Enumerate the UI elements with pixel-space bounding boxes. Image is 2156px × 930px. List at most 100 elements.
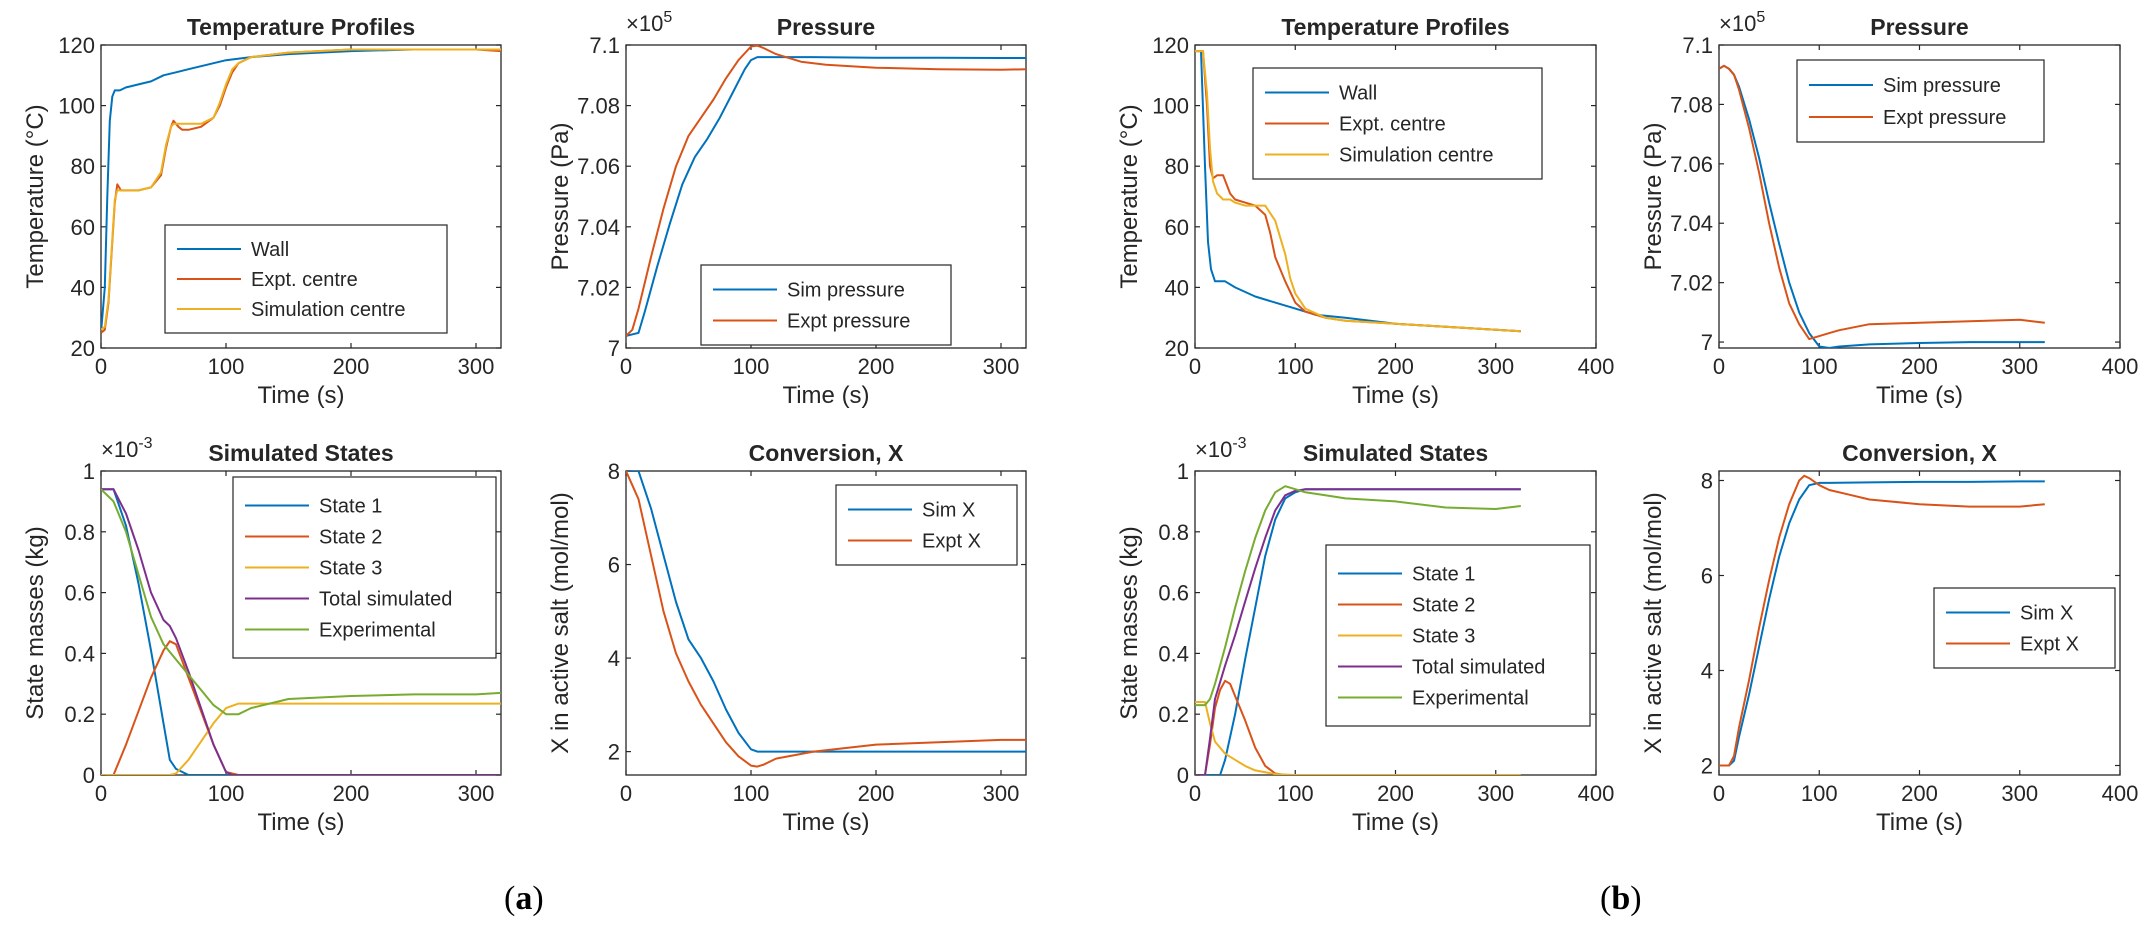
chart-b-pres-ytick-label-1: 7.02 (1670, 271, 1713, 296)
chart-b-temp-ylabel: Temperature (°C) (1116, 104, 1143, 288)
chart-a-conv-series-1 (626, 471, 1026, 753)
chart-b-conv-ytick-label-0: 2 (1701, 754, 1713, 779)
chart-b-pres-ytick-label-3: 7.06 (1670, 152, 1713, 177)
chart-a-temp-ylabel: Temperature (°C) (22, 104, 49, 288)
chart-a-conv: 0 100 200 300 2 4 6 8 Conversion, X Time (s) X in … (547, 440, 1027, 836)
chart-b-states-legend-label-3: State 3 (1412, 626, 1475, 648)
chart-b-conv-series-group (1719, 474, 2045, 767)
chart-b-states-ytick-label-1: 0.2 (1158, 702, 1189, 727)
chart-b-pres-ytick-label-2: 7.04 (1670, 211, 1713, 236)
chart-b-temp-series-3 (1195, 50, 1521, 333)
chart-a-pres-xtick-label-1: 100 (733, 354, 770, 379)
chart-a-pres-legend-label-1: Sim pressure (787, 280, 905, 302)
chart-b-conv-legend: Sim X Expt X (1933, 587, 2116, 669)
chart-a-pres-series-1 (626, 56, 1026, 337)
chart-b-conv: 0 100 200 300 400 2 4 6 8 Conversion, X Time (s) X … (1640, 440, 2138, 836)
chart-a-pres-exponent-power: 5 (663, 9, 672, 26)
chart-a-states-ytick-label-1: 0.2 (64, 702, 95, 727)
chart-b-pres-ytick-label-4: 7.08 (1670, 92, 1713, 117)
chart-b-conv-title: Conversion, X (1842, 440, 1997, 466)
chart-b-temp-ytick-label-5: 120 (1152, 33, 1189, 58)
chart-b-pres-xtick-label-2: 200 (1901, 354, 1938, 379)
chart-b-pres-xlabel: Time (s) (1876, 382, 1963, 409)
chart-a-temp-legend-box (164, 224, 448, 334)
chart-b-temp-legend-label-2: Expt. centre (1339, 114, 1446, 136)
chart-b-states-series-5 (1195, 485, 1521, 707)
chart-a-states-ytick-label-0: 0 (83, 763, 95, 788)
chart-a-states-series-3 (101, 702, 501, 775)
chart-a-pres-title: Pressure (777, 14, 875, 40)
chart-b-pres-xtick-label-0: 0 (1713, 354, 1725, 379)
chart-a-temp-series-1 (101, 48, 501, 333)
chart-a-conv-ytick-label-2: 6 (608, 553, 620, 578)
chart-a-conv-ytick-label-3: 8 (608, 459, 620, 484)
chart-a-temp-ytick-label-3: 80 (71, 154, 95, 179)
chart-b-conv-xtick-label-2: 200 (1901, 781, 1938, 806)
chart-b-temp-xlabel: Time (s) (1352, 382, 1439, 409)
chart-a-conv-ylabel: X in active salt (mol/mol) (547, 492, 574, 753)
chart-a-temp-ytick-label-2: 60 (71, 215, 95, 240)
chart-b-conv-legend-label-1: Sim X (2020, 603, 2073, 625)
chart-b-states-legend-label-2: State 2 (1412, 595, 1475, 617)
chart-b-states-legend-label-4: Total simulated (1412, 657, 1545, 679)
chart-b-pres-series-group (1719, 64, 2045, 348)
chart-b-pres-ylabel: Pressure (Pa) (1640, 122, 1667, 270)
chart-a-conv-xtick-label-1: 100 (733, 781, 770, 806)
chart-a-pres-legend: Sim pressure Expt pressure (700, 264, 952, 346)
chart-b-states-title: Simulated States (1303, 440, 1488, 466)
chart-b-conv-xtick-label-3: 300 (2001, 781, 2038, 806)
chart-b-states-ytick-label-4: 0.8 (1158, 520, 1189, 545)
panel-label-a-letter: a (515, 880, 533, 917)
chart-a-temp-ytick-label-4: 100 (58, 94, 95, 119)
chart-b-states-ytick-label-3: 0.6 (1158, 581, 1189, 606)
chart-b-temp-xtick-label-2: 200 (1377, 354, 1414, 379)
chart-a-temp-ytick-label-1: 40 (71, 275, 95, 300)
chart-a-pres-legend-box (700, 264, 952, 346)
chart-a-conv-ytick-label-1: 4 (608, 646, 620, 671)
chart-b-states-exponent-power: -3 (1232, 435, 1246, 452)
chart-b-conv-ytick-label-3: 8 (1701, 469, 1713, 494)
chart-a-temp-series-group (101, 48, 501, 334)
chart-b-conv-legend-label-2: Expt X (2020, 634, 2079, 656)
chart-b-states-xtick-label-2: 200 (1377, 781, 1414, 806)
chart-b-states-legend-label-5: Experimental (1412, 688, 1529, 710)
chart-b-temp-ytick-label-4: 100 (1152, 94, 1189, 119)
chart-a-temp-xtick-label-3: 300 (458, 354, 495, 379)
chart-b-states-series-1 (1195, 488, 1521, 775)
chart-b-conv-ylabel: X in active salt (mol/mol) (1640, 492, 1667, 753)
chart-b-pres-xtick-label-3: 300 (2001, 354, 2038, 379)
chart-a-pres-legend-label-2: Expt pressure (787, 311, 910, 333)
chart-b-states-xlabel: Time (s) (1352, 809, 1439, 836)
chart-b-states-xtick-label-0: 0 (1189, 781, 1201, 806)
chart-a-states-ytick-label-3: 0.6 (64, 581, 95, 606)
chart-a-temp-legend-label-2: Expt. centre (251, 269, 358, 291)
chart-a-conv-xtick-label-2: 200 (858, 781, 895, 806)
chart-b-temp-legend-label-3: Simulation centre (1339, 145, 1494, 167)
chart-b-temp-legend-label-1: Wall (1339, 83, 1377, 105)
chart-a-states-ytick-label-5: 1 (83, 459, 95, 484)
chart-b-conv-legend-box (1933, 587, 2116, 669)
chart-a-pres-ytick-label-3: 7.06 (577, 154, 620, 179)
chart-b-temp-title: Temperature Profiles (1281, 14, 1509, 40)
panel-label-b: (b) (1600, 880, 1642, 917)
chart-a-pres-series-group (626, 45, 1026, 337)
chart-b-states: 0 100 200 300 400 0 0.2 0.4 0.6 0.8 1 Simulated Sta… (1116, 435, 1614, 836)
chart-a-temp-series-3 (101, 48, 501, 331)
chart-b-pres-xtick-label-1: 100 (1801, 354, 1838, 379)
chart-a-temp: 0 100 200 300 20 40 60 80 100 120 Temperature Prof… (22, 14, 502, 409)
chart-b-temp-series-group (1195, 50, 1521, 333)
chart-a-pres: 0 100 200 300 7 7.02 7.04 7.06 7.08 7.1 Pressure Ti… (547, 9, 1027, 409)
chart-b-temp: 0 100 200 300 400 20 40 60 80 100 120 Temperature P… (1116, 14, 1614, 409)
chart-a-pres-xtick-label-3: 300 (983, 354, 1020, 379)
chart-a-conv-legend-box (835, 484, 1018, 566)
panel-label-a: (a) (504, 880, 544, 917)
chart-a-states-legend-label-4: Total simulated (319, 589, 452, 611)
chart-a-pres-xtick-label-0: 0 (620, 354, 632, 379)
chart-a-temp-legend-label-3: Simulation centre (251, 299, 406, 321)
chart-b-temp-ytick-label-3: 80 (1165, 154, 1189, 179)
chart-b-temp-xtick-label-0: 0 (1189, 354, 1201, 379)
chart-a-states-xtick-label-0: 0 (95, 781, 107, 806)
chart-b-pres-xtick-label-4: 400 (2102, 354, 2139, 379)
chart-a-conv-series-group (626, 471, 1026, 768)
